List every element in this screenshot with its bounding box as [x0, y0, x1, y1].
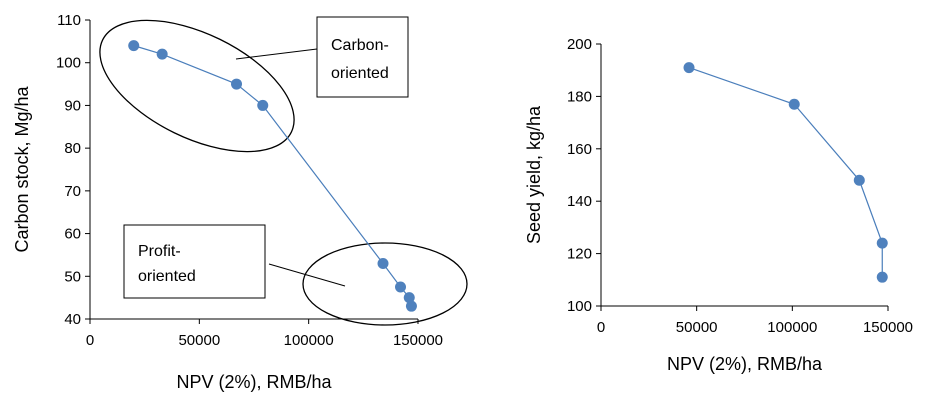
profit-oriented-label-box: [123, 224, 266, 299]
left-y-tick-label: 50: [64, 268, 81, 285]
carbon-oriented-label-text: Carbon-: [331, 37, 389, 54]
left-y-tick-label: 80: [64, 140, 81, 157]
left-y-tick-label: 70: [64, 183, 81, 200]
left-y-tick-label: 100: [56, 55, 81, 72]
left-x-tick-label: 50000: [178, 332, 220, 349]
right-data-point: [853, 174, 865, 186]
left-data-point: [377, 257, 389, 269]
right-data-point: [683, 62, 695, 74]
profit-oriented-label-text: oriented: [138, 268, 196, 285]
right-data-point: [788, 98, 800, 110]
carbon-oriented-label-box: [316, 16, 409, 98]
left-x-tick-label: 0: [86, 332, 94, 349]
left-data-point: [257, 99, 269, 111]
profit-oriented-label-text: Profit-: [138, 243, 181, 260]
profit-oriented-leader-line: [268, 263, 346, 287]
right-y-tick-label: 120: [567, 246, 592, 263]
left-x-axis-title: NPV (2%), RMB/ha: [176, 372, 332, 392]
left-y-tick-label: 90: [64, 97, 81, 114]
left-data-point: [405, 300, 417, 312]
left-data-point: [156, 48, 168, 60]
right-x-tick-label: 50000: [676, 319, 718, 336]
right-y-tick-label: 160: [567, 141, 592, 158]
left-y-tick-label: 40: [64, 311, 81, 328]
seed-yield-chart: 100 120 140 160 180 200 0 50000 100000 150000 NPV…: [524, 36, 913, 374]
left-y-axis-title: Carbon stock, Mg/ha: [12, 85, 32, 252]
carbon-oriented-ellipse: [99, 19, 295, 153]
right-x-tick-label: 150000: [863, 319, 913, 336]
carbon-stock-chart: 40 50 60 70 80 90 100 110 0 50000 100000 150000 Car…: [12, 12, 468, 392]
right-x-tick-label: 100000: [767, 319, 817, 336]
left-x-tick-label: 150000: [393, 332, 443, 349]
right-y-axis-title: Seed yield, kg/ha: [524, 105, 544, 244]
left-x-tick-label: 100000: [284, 332, 334, 349]
right-data-point: [876, 271, 888, 283]
left-y-tick-label: 60: [64, 226, 81, 243]
right-y-tick-label: 200: [567, 36, 592, 53]
right-y-tick-label: 140: [567, 193, 592, 210]
carbon-oriented-leader-line: [235, 48, 318, 60]
left-data-point: [395, 281, 407, 293]
right-data-point: [876, 237, 888, 249]
right-y-tick-label: 100: [567, 298, 592, 315]
left-data-point: [231, 78, 243, 90]
right-y-tick-label: 180: [567, 88, 592, 105]
left-data-point: [128, 40, 140, 52]
right-x-tick-label: 0: [597, 319, 605, 336]
carbon-oriented-label-text: oriented: [331, 65, 389, 82]
profit-oriented-ellipse: [302, 242, 468, 326]
left-data-point: [403, 292, 415, 304]
right-series-line: [688, 67, 883, 278]
right-x-axis-title: NPV (2%), RMB/ha: [667, 354, 823, 374]
left-y-tick-label: 110: [57, 12, 81, 29]
